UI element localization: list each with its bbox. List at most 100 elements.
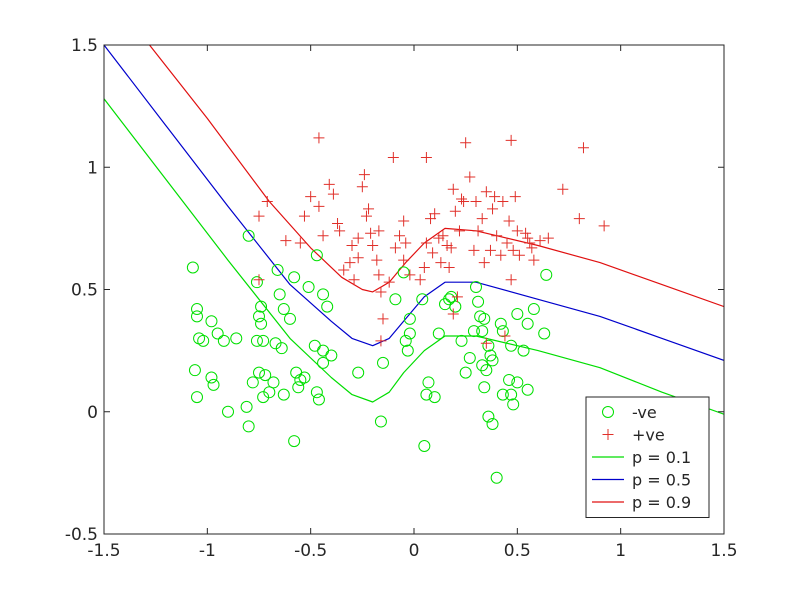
- point-neg-63: [420, 388, 433, 401]
- legend: -ve +ve p = 0.1 p = 0.5 p = 0.9: [585, 396, 710, 518]
- series-line-4: [149, 45, 724, 308]
- point-neg-36: [277, 388, 290, 401]
- point-neg-84: [482, 410, 495, 423]
- point-neg-22: [259, 369, 272, 382]
- point-pos-33: [389, 242, 401, 254]
- point-pos-41: [420, 237, 432, 249]
- y-tick-label: -0.5: [65, 525, 98, 545]
- point-neg-70: [449, 300, 462, 313]
- point-pos-3: [280, 235, 292, 247]
- point-neg-78: [474, 310, 487, 323]
- point-pos-25: [367, 239, 379, 251]
- point-neg-64: [418, 439, 431, 452]
- point-pos-47: [435, 257, 447, 269]
- point-pos-54: [453, 225, 465, 237]
- point-neg-81: [480, 364, 493, 377]
- point-pos-75: [509, 191, 521, 203]
- legend-label: -ve: [632, 403, 657, 422]
- point-pos-13: [334, 225, 346, 237]
- point-pos-88: [598, 220, 610, 232]
- point-neg-86: [486, 354, 499, 367]
- point-neg-5: [188, 364, 201, 377]
- ticks-layer: -1.5 -1 -0.5 0 0.5 1 1.5 -0.5 0 0.5 1 1.5: [65, 36, 738, 561]
- legend-label: p = 0.9: [632, 493, 691, 512]
- point-pos-57: [460, 137, 472, 149]
- x-tick-label: 0: [409, 541, 420, 561]
- point-neg-49: [325, 349, 338, 362]
- point-neg-90: [496, 325, 509, 338]
- point-pos-9: [317, 230, 329, 242]
- point-neg-93: [505, 339, 518, 352]
- point-pos-53: [449, 205, 461, 217]
- point-pos-56: [458, 195, 470, 207]
- point-pos-87: [577, 142, 589, 154]
- point-pos-1: [253, 210, 265, 222]
- legend-marker-plus: [602, 429, 614, 440]
- point-neg-35: [292, 381, 305, 394]
- point-neg-82: [482, 339, 495, 352]
- point-pos-19: [352, 252, 364, 264]
- point-neg-60: [401, 344, 414, 357]
- point-neg-51: [312, 393, 325, 406]
- x-tick-label: -1: [199, 541, 216, 561]
- point-neg-25: [267, 376, 280, 389]
- point-neg-15: [250, 276, 263, 289]
- points-layer: [186, 132, 610, 484]
- point-neg-12: [222, 405, 234, 418]
- point-pos-52: [447, 183, 459, 195]
- point-pos-14: [338, 264, 350, 276]
- point-neg-26: [271, 263, 284, 276]
- point-neg-96: [511, 376, 524, 389]
- point-pos-10: [323, 178, 335, 190]
- point-pos-65: [484, 244, 496, 256]
- point-neg-103: [540, 268, 553, 281]
- x-tick-label: 0.5: [504, 541, 531, 561]
- point-neg-79: [478, 312, 491, 325]
- point-neg-47: [317, 344, 330, 357]
- point-neg-100: [527, 303, 540, 316]
- point-neg-50: [310, 386, 323, 399]
- point-neg-57: [403, 312, 416, 325]
- point-neg-83: [478, 381, 491, 394]
- point-neg-97: [511, 307, 524, 320]
- legend-label: +ve: [632, 426, 665, 445]
- point-pos-15: [344, 257, 356, 269]
- point-neg-39: [240, 400, 253, 413]
- point-neg-10: [205, 371, 218, 384]
- point-pos-76: [511, 225, 523, 237]
- point-neg-59: [399, 334, 412, 347]
- point-pos-11: [327, 188, 339, 200]
- point-pos-63: [478, 257, 490, 269]
- series-line-3: [104, 45, 724, 361]
- point-neg-6: [191, 391, 203, 404]
- point-pos-68: [491, 230, 503, 242]
- point-neg-89: [494, 317, 507, 330]
- point-pos-22: [360, 210, 372, 222]
- point-pos-16: [346, 239, 358, 251]
- x-tick-label: 1: [615, 541, 626, 561]
- point-neg-80: [476, 359, 489, 372]
- point-pos-5: [298, 210, 310, 222]
- point-pos-83: [534, 235, 546, 247]
- point-pos-8: [313, 132, 325, 144]
- point-neg-99: [521, 317, 534, 330]
- point-neg-67: [439, 298, 451, 311]
- point-neg-45: [321, 300, 334, 313]
- point-neg-1: [191, 303, 203, 316]
- point-neg-68: [443, 293, 456, 306]
- legend-label: p = 0.1: [632, 448, 691, 467]
- point-neg-65: [428, 391, 441, 404]
- point-neg-41: [288, 271, 301, 284]
- point-pos-59: [468, 244, 480, 256]
- point-pos-7: [313, 200, 325, 212]
- point-pos-62: [476, 213, 488, 225]
- point-pos-70: [497, 195, 509, 207]
- point-neg-27: [273, 288, 286, 301]
- point-pos-61: [472, 225, 484, 237]
- point-pos-89: [480, 337, 492, 349]
- point-neg-42: [302, 281, 315, 294]
- point-pos-69: [495, 249, 507, 261]
- point-neg-40: [288, 435, 301, 448]
- point-pos-4: [294, 237, 306, 249]
- point-pos-18: [352, 232, 364, 244]
